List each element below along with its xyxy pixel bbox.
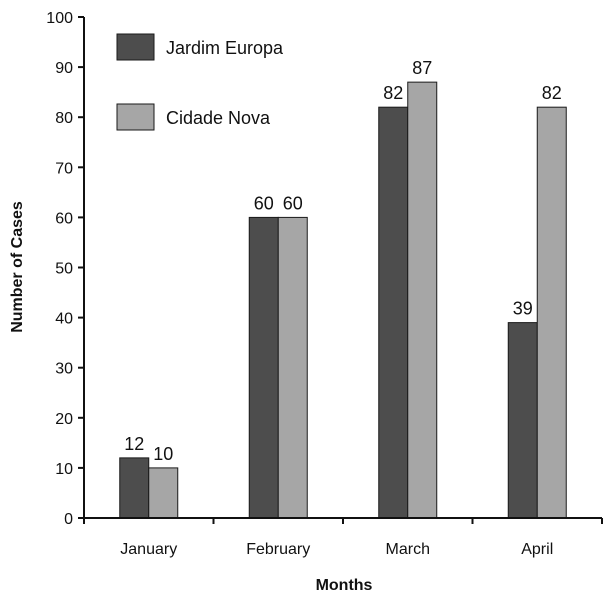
x-axis-ticks: January February March April: [84, 518, 602, 558]
y-tick-label: 80: [55, 110, 73, 127]
y-axis-ticks: 0 10 20 30 40 50 60 70 80 90 100: [46, 10, 84, 528]
y-tick-label: 10: [55, 461, 73, 478]
legend-swatch: [117, 104, 154, 130]
bar-cidade-nova: [278, 217, 307, 518]
y-tick-label: 20: [55, 411, 73, 428]
x-tick-label: March: [386, 541, 430, 558]
bar-jardim-europa: [508, 323, 537, 518]
bars: [120, 82, 567, 518]
y-tick-label: 100: [46, 10, 73, 27]
x-tick-label: February: [246, 541, 310, 558]
data-label: 60: [254, 193, 274, 213]
data-label: 82: [542, 83, 562, 103]
y-tick-label: 70: [55, 160, 73, 177]
bar-cidade-nova: [149, 468, 178, 518]
data-label: 82: [383, 83, 403, 103]
y-tick-label: 40: [55, 311, 73, 328]
x-tick-label: January: [120, 541, 177, 558]
y-tick-label: 60: [55, 210, 73, 227]
y-axis-title: Number of Cases: [9, 201, 26, 333]
data-label: 60: [283, 193, 303, 213]
y-tick-label: 50: [55, 261, 73, 278]
x-tick-label: April: [521, 541, 553, 558]
bar-jardim-europa: [249, 217, 278, 518]
bar-cidade-nova: [408, 82, 437, 518]
data-label: 10: [153, 444, 173, 464]
legend-label: Jardim Europa: [166, 38, 284, 58]
legend-swatch: [117, 34, 154, 60]
data-label: 87: [412, 58, 432, 78]
bar-cidade-nova: [537, 107, 566, 518]
legend-label: Cidade Nova: [166, 108, 271, 128]
data-label: 12: [124, 434, 144, 454]
x-axis-title: Months: [316, 577, 373, 594]
y-tick-label: 90: [55, 60, 73, 77]
legend: Jardim Europa Cidade Nova: [117, 34, 284, 130]
y-tick-label: 30: [55, 361, 73, 378]
bar-jardim-europa: [379, 107, 408, 518]
y-tick-label: 0: [64, 511, 73, 528]
data-label: 39: [513, 299, 533, 319]
bar-jardim-europa: [120, 458, 149, 518]
